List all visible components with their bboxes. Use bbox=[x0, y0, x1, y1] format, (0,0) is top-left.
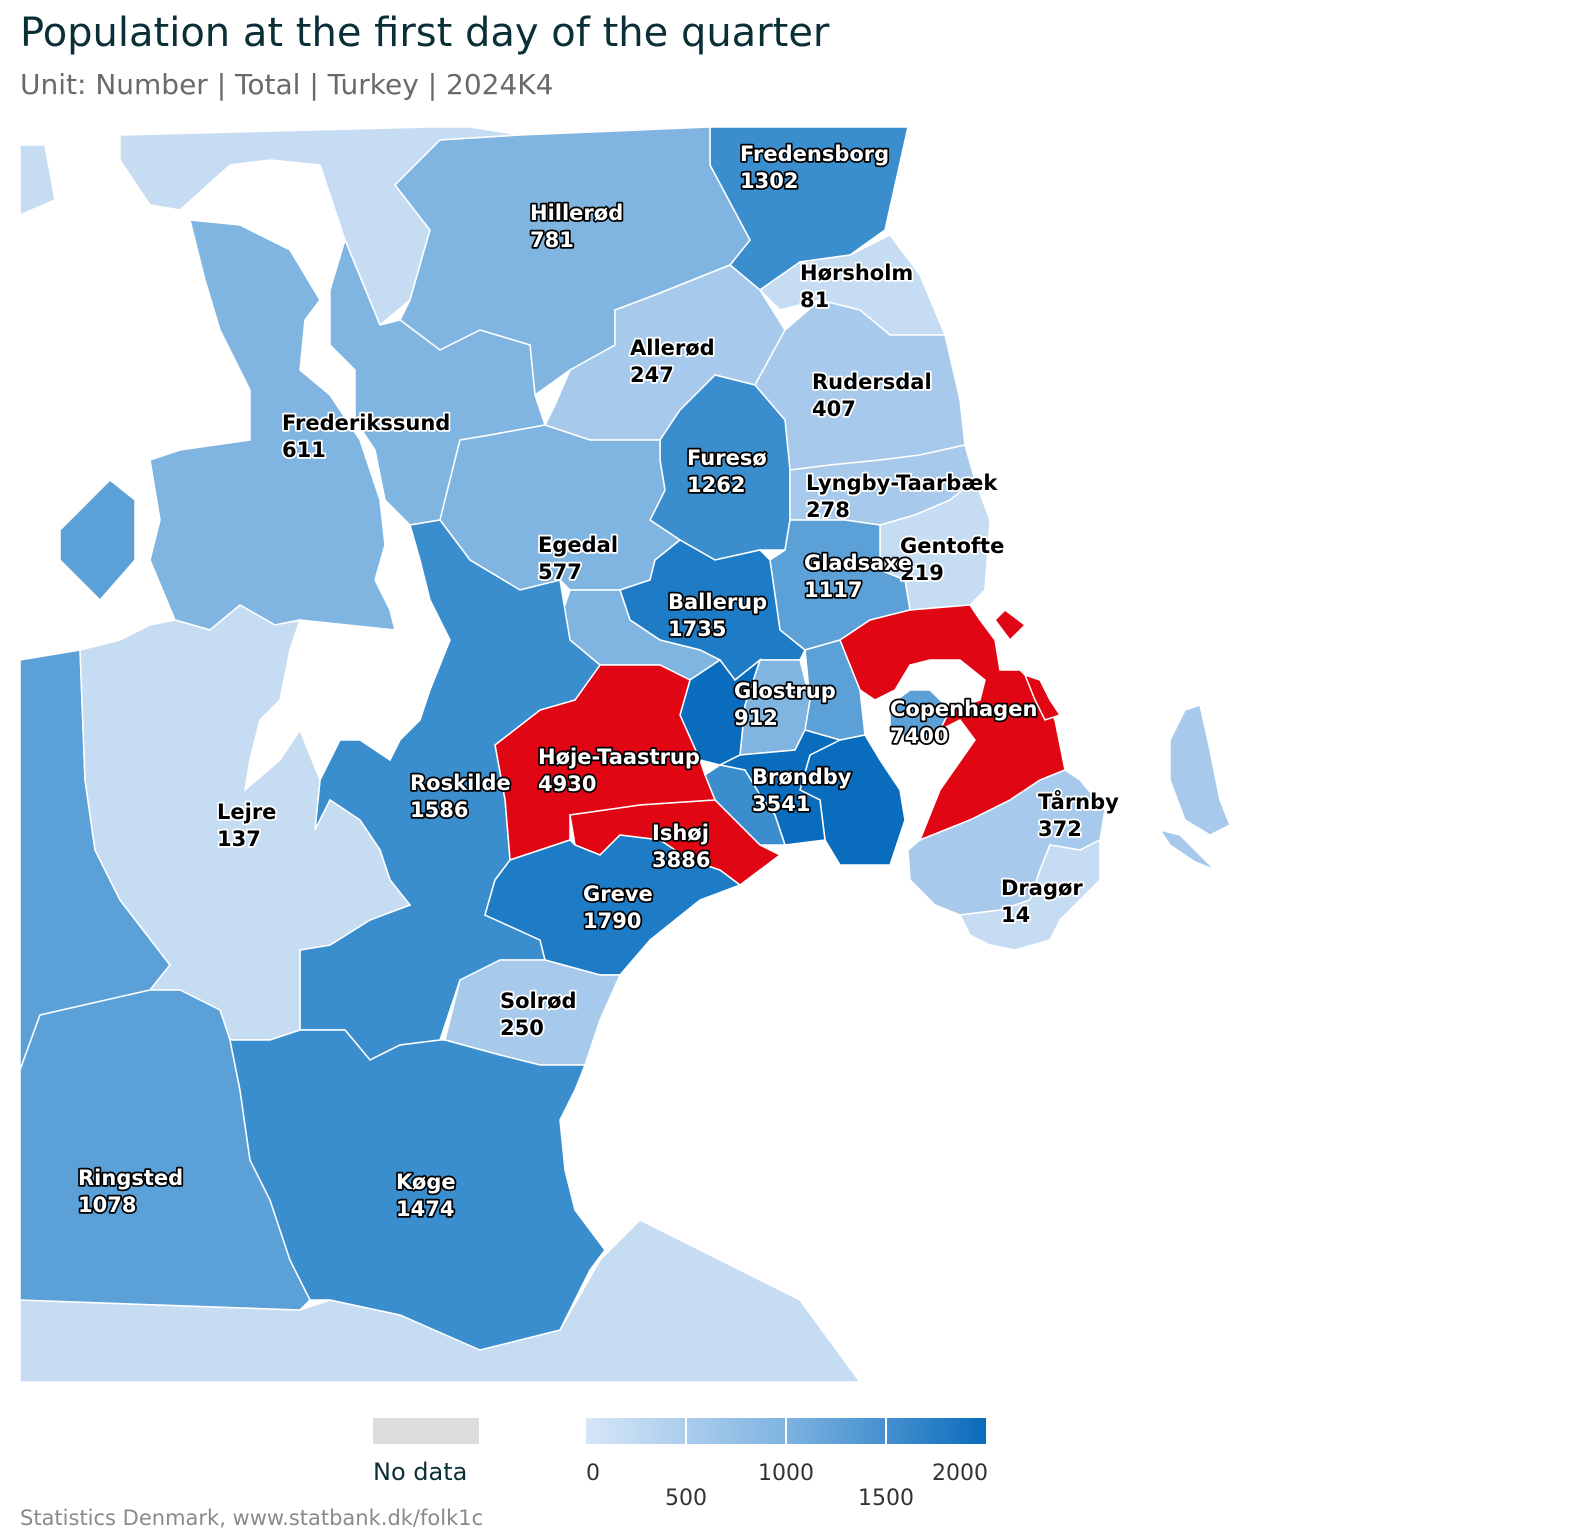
municipality-labels: Fredensborg 1302 Hillerød 781 Hørsholm 81 A… bbox=[76, 140, 1121, 1223]
label-ishoj: Ishøj 3886 bbox=[652, 821, 710, 872]
label-roskilde: Roskilde 1586 bbox=[410, 771, 511, 822]
legend-tick-500: 500 bbox=[665, 1486, 707, 1511]
label-brondby: Brøndby 3541 bbox=[752, 765, 852, 816]
label-gentofte: Gentofte 219 bbox=[900, 534, 1004, 585]
label-rudersdal: Rudersdal 407 bbox=[812, 370, 932, 421]
label-frederikssund: Frederikssund 611 bbox=[282, 411, 450, 462]
map-title: Population at the first day of the quart… bbox=[20, 10, 830, 56]
region-saltholm-spit bbox=[1158, 828, 1216, 871]
label-ballerup: Ballerup 1735 bbox=[668, 590, 767, 641]
region-dragor bbox=[958, 838, 1101, 951]
label-koge: Køge 1474 bbox=[396, 1170, 456, 1221]
label-greve: Greve 1790 bbox=[583, 882, 653, 933]
label-dragor: Dragør 14 bbox=[1001, 876, 1083, 927]
legend-tick-0: 0 bbox=[586, 1461, 600, 1486]
map-subtitle: Unit: Number | Total | Turkey | 2024K4 bbox=[20, 68, 554, 101]
label-fredensborg: Fredensborg 1302 bbox=[740, 142, 889, 193]
label-ringsted: Ringsted 1078 bbox=[78, 1166, 183, 1217]
legend: No data 0 1000 2000 500 1500 bbox=[373, 1418, 988, 1511]
label-solrod: Solrød 250 bbox=[500, 989, 577, 1040]
label-hillerod: Hillerød 781 bbox=[530, 201, 623, 252]
region-saltholm bbox=[1169, 704, 1231, 836]
legend-tick-2000: 2000 bbox=[932, 1461, 988, 1486]
region-copenhagen bbox=[839, 604, 1066, 842]
legend-tick-1000: 1000 bbox=[758, 1461, 814, 1486]
region-northwest-outer bbox=[20, 144, 56, 216]
label-allerod: Allerød 247 bbox=[630, 336, 715, 387]
source-note: Statistics Denmark, www.statbank.dk/folk… bbox=[20, 1506, 484, 1530]
label-furesoe: Furesø 1262 bbox=[687, 446, 767, 497]
region-lejre bbox=[79, 604, 412, 1041]
label-copenhagen: Copenhagen 7400 bbox=[890, 697, 1037, 748]
region-copenhagen-harbour-b bbox=[1023, 673, 1062, 721]
region-greve bbox=[484, 834, 742, 976]
label-horsholm: Hørsholm 81 bbox=[800, 261, 913, 312]
legend-nodata-swatch bbox=[373, 1418, 479, 1444]
region-copenhagen-harbour-a bbox=[994, 609, 1027, 642]
label-egedal: Egedal 577 bbox=[538, 533, 618, 584]
label-taarnby: Tårnby 372 bbox=[1038, 789, 1119, 841]
region-koge bbox=[229, 1029, 606, 1351]
legend-nodata-label: No data bbox=[373, 1458, 467, 1486]
label-lyngby-taarbaek: Lyngby-Taarbæk 278 bbox=[806, 471, 998, 522]
region-west-lake-area bbox=[59, 478, 136, 602]
label-glostrup: Glostrup 912 bbox=[734, 679, 836, 730]
region-copenhagen-frederiksberg bbox=[889, 689, 951, 741]
label-gladsaxe: Gladsaxe 1117 bbox=[804, 551, 912, 602]
label-lejre: Lejre 137 bbox=[217, 800, 276, 851]
label-hoje-taastrup: Høje-Taastrup 4930 bbox=[538, 745, 700, 796]
legend-tick-1500: 1500 bbox=[858, 1486, 914, 1511]
